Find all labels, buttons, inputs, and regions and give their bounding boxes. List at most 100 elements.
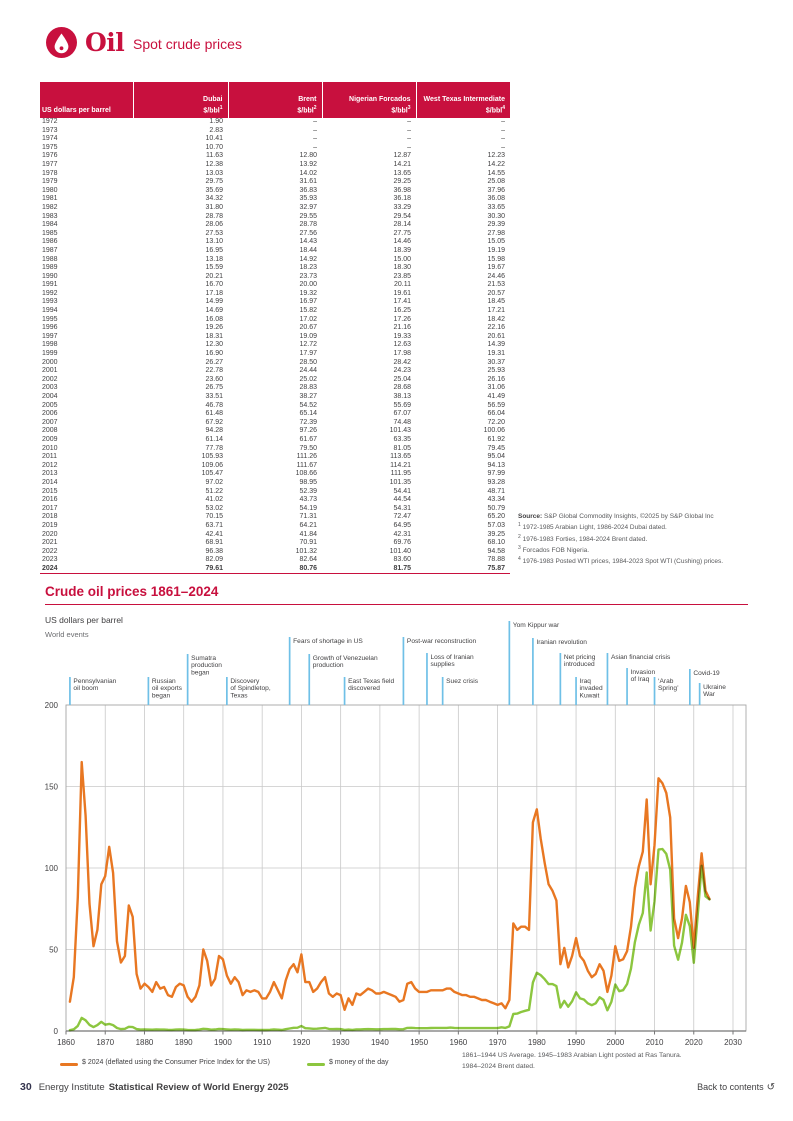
value-cell: 41.49 (487, 393, 505, 400)
event-asian-financial-crisis: Asian financial crisis (606, 653, 671, 705)
event-iraq-invaded-kuwait: Iraq invaded Kuwait (575, 677, 603, 705)
value-cell: 75.87 (416, 564, 510, 575)
svg-text:1920: 1920 (293, 1038, 311, 1047)
value-cell: 12.80 (299, 152, 317, 160)
value-cell: 78.88 (487, 556, 505, 564)
value-cell: 42.31 (393, 530, 411, 538)
year-cell: 1988 (42, 255, 58, 263)
value-cell: 19.67 (487, 264, 505, 272)
value-cell: 23.73 (299, 272, 317, 280)
event-yom-kippur-war: Yom Kippur war (508, 621, 560, 705)
legend-swatch-nominal-price (307, 1063, 325, 1066)
event-russian-oil-exports: Russian oil exports began (147, 677, 183, 705)
year-cell: 2000 (42, 358, 58, 366)
value-cell: 97.26 (299, 427, 317, 435)
value-cell: 55.69 (393, 401, 411, 409)
world-events-label: World events (45, 630, 89, 639)
svg-text:Covid-19: Covid-19 (693, 670, 720, 677)
value-cell: 25.04 (393, 375, 411, 383)
value-cell: 101.40 (389, 547, 411, 555)
table-row: 1995 16.08 17.02 17.26 18.42 (40, 316, 510, 325)
event-venezuelan-production-growth: Growth of Venezuelan production (308, 654, 378, 705)
oil-droplet-icon (46, 27, 77, 58)
value-cell: 105.47 (201, 470, 223, 478)
value-cell: 11.63 (206, 152, 223, 160)
back-to-contents-link[interactable]: Back to contents ↺ (697, 1082, 775, 1093)
value-cell: 18.44 (299, 246, 317, 254)
value-cell: 16.95 (205, 246, 223, 254)
value-cell: 54.19 (299, 504, 317, 512)
value-cell: – (501, 135, 505, 143)
value-cell: 41.84 (299, 530, 317, 538)
value-cell: 82.64 (299, 556, 317, 564)
table-row: 1985 27.53 27.56 27.75 27.98 (40, 230, 510, 239)
table-row: 1972 1.90 – – – (40, 118, 510, 127)
page-number: 30 (20, 1081, 32, 1093)
value-cell: 72.39 (299, 418, 317, 426)
year-cell: 1993 (42, 298, 58, 306)
value-cell: 17.98 (393, 350, 411, 358)
value-cell: 14.43 (299, 238, 317, 246)
year-cell: 1989 (42, 264, 58, 272)
value-cell: 37.96 (487, 186, 505, 194)
source-notes: Source: S&P Global Commodity Insights, ©… (518, 513, 783, 567)
svg-text:1880: 1880 (136, 1038, 154, 1047)
value-cell: 57.03 (487, 521, 505, 529)
value-cell: 41.02 (205, 496, 223, 504)
svg-text:1990: 1990 (567, 1038, 585, 1047)
year-cell: 2015 (42, 487, 58, 495)
value-cell: 52.39 (299, 487, 317, 495)
value-cell: 96.38 (205, 547, 223, 555)
event-net-pricing-introduced: Net pricing introduced (559, 653, 596, 705)
value-cell: 69.76 (393, 539, 411, 547)
year-cell: 2004 (42, 393, 58, 400)
value-cell: 29.39 (487, 221, 505, 229)
year-cell: 2013 (42, 470, 58, 478)
value-cell: 28.14 (393, 221, 411, 229)
value-cell: 43.34 (487, 496, 505, 504)
value-cell: 12.87 (393, 152, 411, 160)
svg-text:1870: 1870 (96, 1038, 114, 1047)
value-cell: 13.03 (205, 169, 223, 177)
value-cell: 32.97 (299, 203, 317, 211)
event-spindletop-discovery: Discovery of Spindletop, Texas (226, 677, 271, 705)
value-cell: 94.58 (487, 547, 505, 555)
table-row: 2006 61.48 65.14 67.07 66.04 (40, 410, 510, 419)
year-cell: 2008 (42, 427, 58, 435)
svg-text:1940: 1940 (371, 1038, 389, 1047)
footnote: 2 1976-1983 Forties, 1984-2024 Brent dat… (518, 533, 648, 543)
footnote: 3 Forcados FOB Nigeria. (518, 544, 590, 555)
value-cell: 36.18 (393, 195, 411, 203)
value-cell: 111.95 (390, 470, 411, 478)
value-cell: 63.35 (393, 435, 411, 443)
value-cell: 35.93 (299, 195, 317, 203)
value-cell: 14.99 (205, 298, 223, 306)
table-row: 2013 105.47 108.66 111.95 97.99 (40, 470, 510, 479)
svg-text:1900: 1900 (214, 1038, 232, 1047)
value-cell: – (501, 118, 505, 125)
value-cell: 36.83 (299, 186, 317, 194)
svg-text:2020: 2020 (685, 1038, 703, 1047)
value-cell: 46.78 (205, 401, 223, 409)
value-cell: 31.06 (487, 384, 505, 392)
year-cell: 1978 (42, 169, 58, 177)
svg-text:1930: 1930 (332, 1038, 350, 1047)
year-cell: 1996 (42, 324, 58, 332)
table-row: 2024 79.61 80.76 81.75 75.87 (40, 564, 510, 575)
value-cell: 12.63 (393, 341, 411, 349)
table-row: 2016 41.02 43.73 44.54 43.34 (40, 496, 510, 505)
svg-text:1970: 1970 (489, 1038, 507, 1047)
svg-text:1980: 1980 (528, 1038, 546, 1047)
year-cell: 1975 (42, 143, 58, 151)
axis-labels: 0 50 100 150 200 1860 1870 1880 1890 1900 1910 1920… (45, 701, 743, 1047)
svg-text:100: 100 (45, 864, 59, 873)
footer-publication: Statistical Review of World Energy 2025 (108, 1082, 289, 1093)
value-cell: 12.30 (205, 341, 223, 349)
value-cell: 28.42 (393, 358, 411, 366)
value-cell: 63.71 (205, 521, 223, 529)
value-cell: 26.75 (205, 384, 223, 392)
value-cell: 81.75 (322, 564, 416, 575)
